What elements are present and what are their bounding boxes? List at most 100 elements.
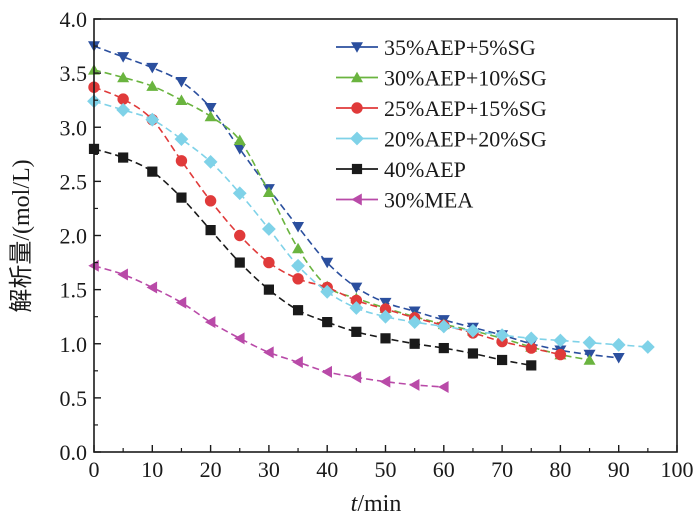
series-line — [93, 86, 561, 356]
y-tick-label: 0.5 — [60, 386, 88, 411]
data-point — [233, 134, 246, 146]
legend-label: 35%AEP+5%SG — [384, 35, 536, 60]
data-point — [436, 319, 451, 334]
data-point — [147, 166, 158, 177]
y-tick-label: 3.5 — [60, 61, 88, 86]
data-point — [234, 257, 245, 268]
data-point — [524, 331, 539, 346]
y-tick-label: 0.0 — [60, 440, 88, 465]
legend-item: 30%MEA — [336, 188, 473, 213]
data-point — [612, 353, 625, 364]
series-5 — [88, 143, 537, 371]
y-axis: 0.0 0.5 1.0 1.5 2.0 2.5 3.0 3.5 4.0 — [60, 7, 101, 465]
legend-label: 30%AEP+10%SG — [384, 66, 547, 91]
axis-titles: t/min 解析量/(mol/L) — [8, 159, 401, 517]
legend-marker — [351, 163, 363, 175]
data-point — [525, 342, 537, 354]
data-point — [379, 375, 391, 388]
data-point — [379, 303, 392, 315]
data-point — [407, 315, 422, 329]
legend-marker — [351, 71, 363, 83]
data-point — [322, 317, 333, 328]
series-6 — [88, 259, 449, 394]
data-point — [263, 346, 274, 359]
legend-item: 30%AEP+10%SG — [336, 66, 547, 91]
legend-item: 25%AEP+15%SG — [336, 96, 547, 121]
legend-label: 20%AEP+20%SG — [384, 127, 547, 152]
data-point — [292, 222, 305, 233]
y-tick-label: 1.5 — [60, 278, 88, 303]
data-point — [204, 195, 217, 207]
data-point — [321, 365, 332, 378]
data-point — [349, 301, 364, 315]
x-axis-title-variable: t — [351, 491, 359, 517]
data-point — [146, 281, 158, 294]
data-point — [292, 305, 304, 316]
data-point — [234, 332, 245, 345]
data-point — [408, 378, 420, 391]
x-tick-label: 90 — [608, 457, 630, 482]
legend-label: 40%AEP — [384, 157, 466, 182]
legend-marker — [351, 102, 363, 114]
x-tick-label: 70 — [491, 457, 513, 482]
x-tick-label: 30 — [258, 457, 280, 482]
legend-marker — [351, 42, 363, 53]
data-point — [438, 342, 449, 354]
x-tick-label: 80 — [549, 457, 571, 482]
data-point — [204, 102, 217, 114]
data-point — [292, 242, 305, 254]
data-point — [583, 354, 596, 365]
x-tick-label: 10 — [141, 457, 163, 482]
legend-item: 40%AEP — [336, 157, 466, 182]
data-point — [175, 76, 188, 88]
legend-label: 25%AEP+15%SG — [384, 96, 547, 121]
data-point — [380, 333, 391, 344]
data-point — [321, 257, 334, 269]
data-point — [262, 222, 276, 236]
data-point — [205, 224, 216, 236]
data-point — [466, 323, 480, 338]
data-point — [232, 186, 247, 201]
x-tick-label: 100 — [661, 457, 694, 482]
data-point — [292, 273, 304, 285]
x-tick-label: 20 — [200, 457, 222, 482]
data-point — [553, 333, 568, 348]
data-point — [263, 284, 274, 295]
legend-marker — [350, 131, 364, 146]
data-point — [146, 62, 159, 74]
x-axis-title-unit: /min — [357, 491, 401, 517]
legend-item: 35%AEP+5%SG — [336, 35, 536, 60]
x-tick-label: 40 — [316, 457, 338, 482]
data-point — [145, 112, 160, 127]
data-point — [262, 186, 275, 197]
legend-marker — [351, 193, 362, 206]
data-point — [203, 154, 218, 169]
x-axis-title: t/min — [351, 491, 402, 517]
y-tick-label: 2.0 — [60, 224, 88, 249]
legend-item: 20%AEP+20%SG — [336, 127, 547, 152]
x-axis: 0 10 20 30 40 50 60 70 80 90 100 — [89, 445, 694, 482]
y-tick-label: 4.0 — [60, 7, 88, 32]
data-point — [175, 94, 188, 105]
data-point — [233, 144, 246, 155]
data-point — [118, 152, 129, 163]
data-point — [292, 356, 303, 369]
data-point — [351, 326, 362, 337]
data-point — [467, 348, 479, 359]
data-point — [350, 294, 363, 307]
data-point — [116, 103, 131, 117]
y-axis-title: 解析量/(mol/L) — [8, 159, 35, 312]
data-point — [204, 316, 216, 329]
x-tick-label: 0 — [89, 457, 100, 482]
data-point — [378, 309, 393, 324]
data-point — [175, 296, 187, 309]
data-point — [611, 337, 626, 352]
data-point — [117, 71, 130, 83]
data-point — [291, 258, 305, 273]
data-point — [175, 155, 188, 167]
data-point — [495, 328, 509, 342]
legend: 35%AEP+5%SG 30%AEP+10%SG 25%AEP+15%SG 20%AE… — [336, 35, 547, 213]
y-tick-label: 3.0 — [60, 115, 88, 140]
